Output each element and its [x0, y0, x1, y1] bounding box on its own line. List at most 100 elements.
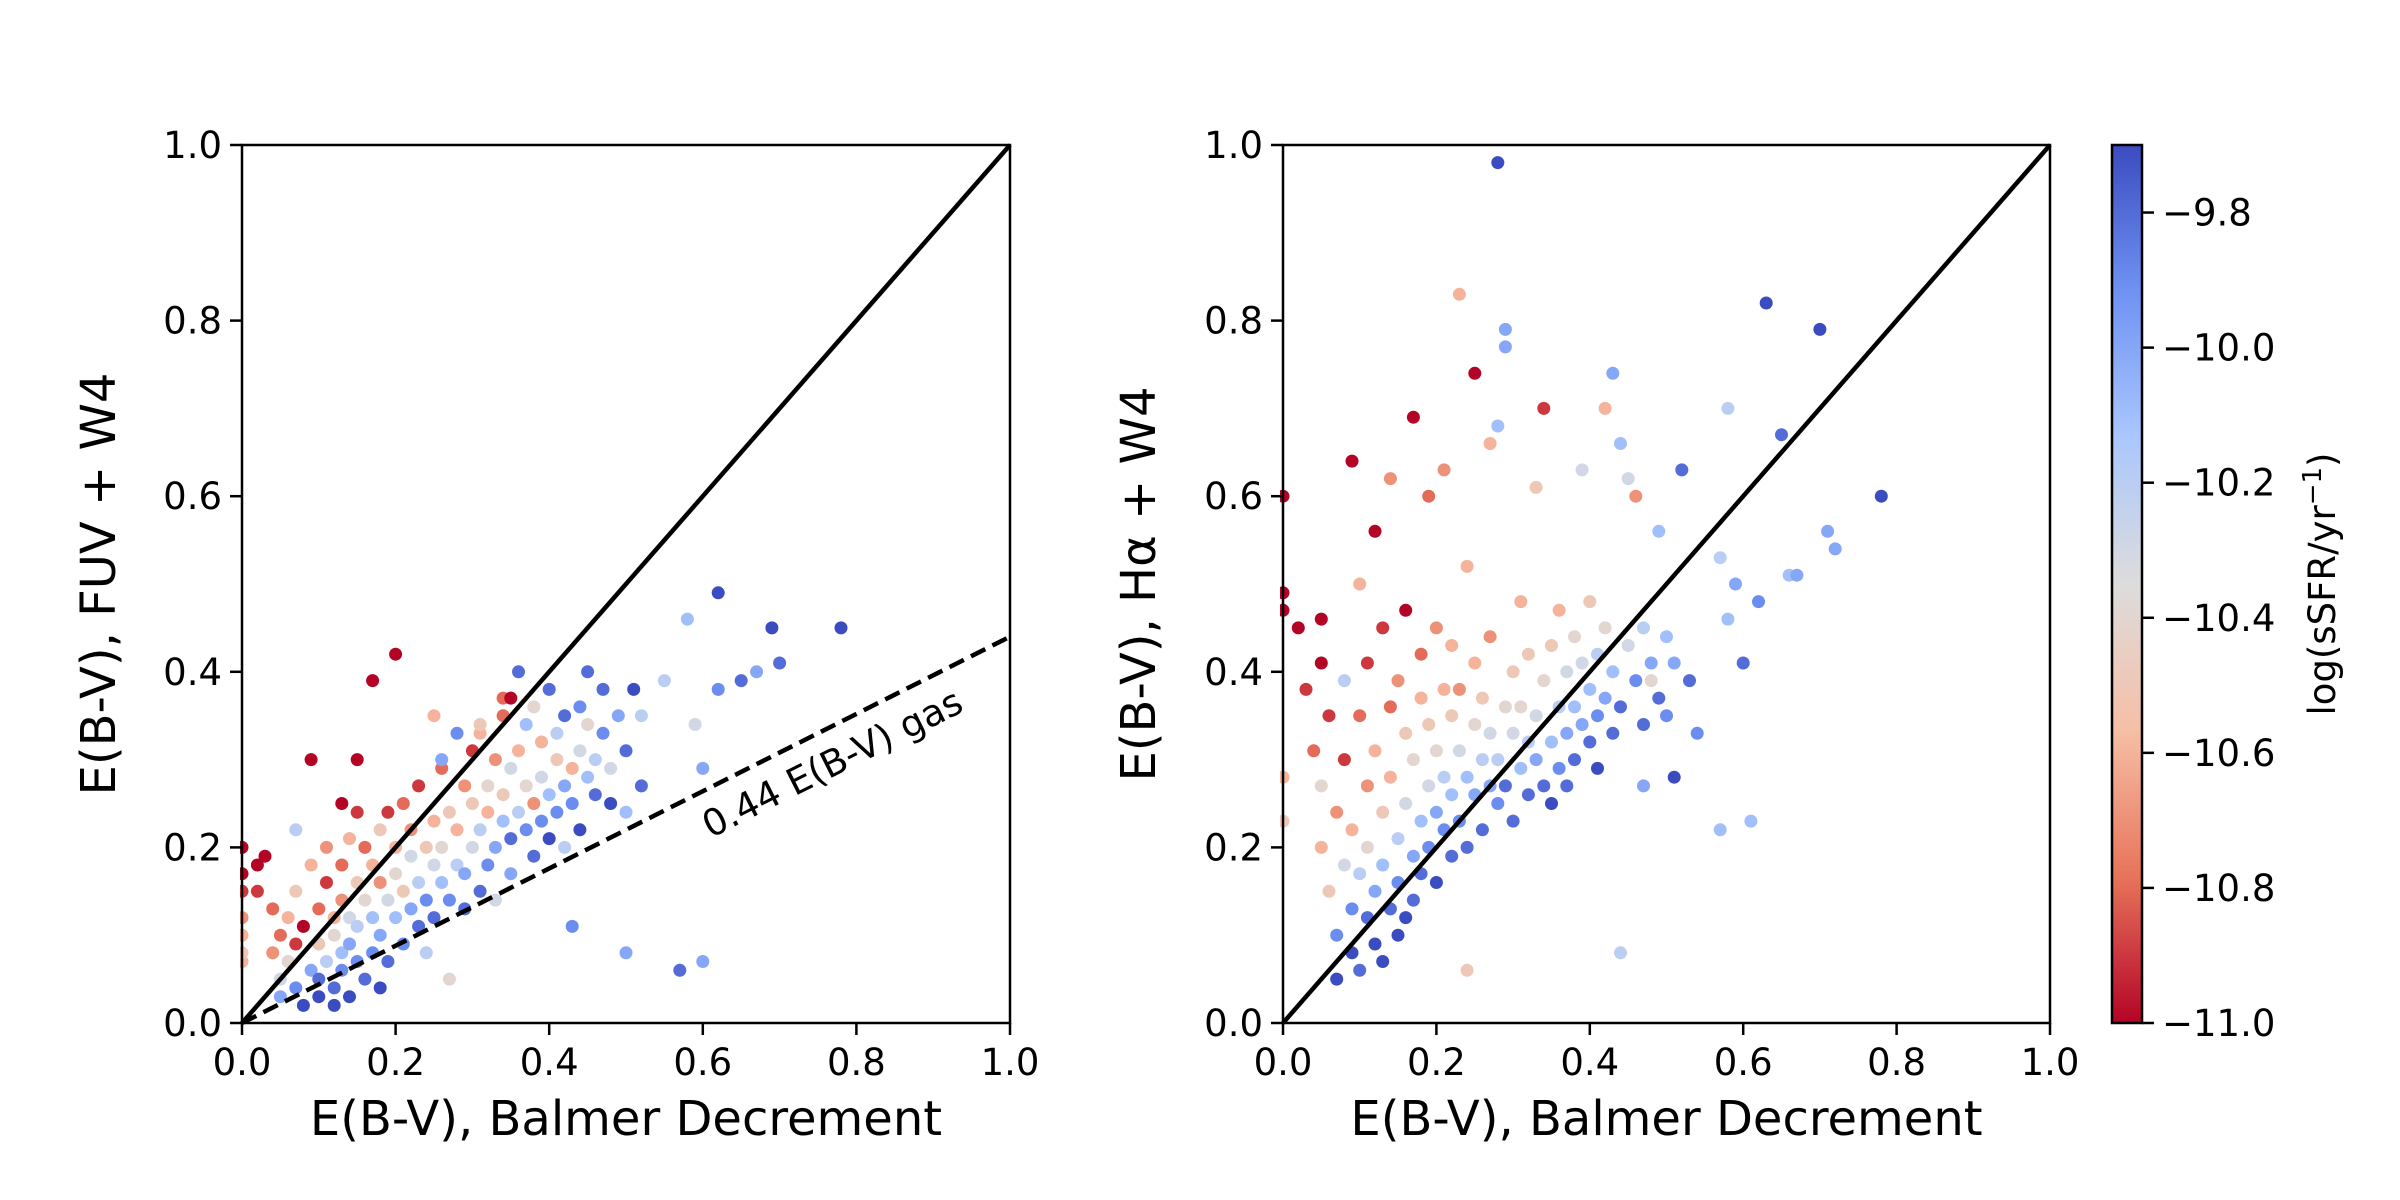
- left-point: [296, 998, 310, 1012]
- left-point: [289, 823, 303, 837]
- right-point: [1537, 401, 1551, 415]
- right-x-tick-label: 0.6: [1714, 1041, 1773, 1084]
- colorbar-label: log(sSFR/yr−1): [2298, 453, 2344, 716]
- right-point: [1445, 788, 1459, 802]
- right-point: [1345, 454, 1359, 468]
- right-point: [1353, 963, 1367, 977]
- right-point: [1314, 656, 1328, 670]
- right-y-tick-label: 1.0: [1204, 124, 1263, 167]
- right-point: [1307, 744, 1321, 758]
- left-x-tick-label: 0.4: [520, 1041, 579, 1084]
- right-point: [1775, 428, 1788, 442]
- right-x-tick-label: 0.0: [1254, 1041, 1313, 1084]
- left-x-axis-label: E(B-V), Balmer Decrement: [310, 1091, 942, 1147]
- right-point: [1314, 612, 1328, 626]
- right-point: [1383, 700, 1397, 714]
- left-point: [481, 805, 495, 819]
- left-point: [281, 911, 295, 925]
- right-point: [1483, 630, 1497, 644]
- left-dashed-line: [240, 634, 1012, 1026]
- right-point: [1460, 559, 1474, 573]
- right-point: [1437, 770, 1451, 784]
- right-point: [1414, 814, 1428, 828]
- left-point: [519, 718, 533, 731]
- right-y-tick-label: 0.2: [1204, 826, 1263, 869]
- left-y-tick-label: 0.2: [163, 826, 222, 869]
- left-points: [240, 586, 848, 1012]
- right-point: [1414, 647, 1428, 661]
- right-point: [1660, 630, 1673, 644]
- left-point: [611, 709, 625, 723]
- left-point: [404, 849, 418, 863]
- right-point: [1598, 401, 1612, 415]
- right-point: [1614, 700, 1627, 714]
- left-point: [435, 753, 449, 767]
- right-point: [1475, 753, 1489, 767]
- right-point: [1606, 726, 1620, 740]
- right-point: [1452, 682, 1466, 696]
- left-point: [289, 884, 303, 898]
- left-point: [473, 884, 487, 898]
- left-point: [680, 612, 694, 626]
- right-point: [1422, 779, 1436, 793]
- left-point: [350, 919, 364, 933]
- right-point: [1353, 867, 1367, 881]
- left-point: [381, 955, 395, 968]
- right-point: [1498, 779, 1512, 793]
- left-point: [588, 753, 602, 767]
- right-point: [1337, 674, 1351, 688]
- left-point: [688, 718, 702, 731]
- right-point: [1376, 805, 1390, 819]
- left-point: [389, 911, 403, 925]
- left-point: [396, 884, 410, 898]
- right-point: [1498, 322, 1512, 336]
- left-point: [450, 823, 464, 837]
- right-point: [1376, 955, 1390, 968]
- right-panel: 0.0 0.2 0.4 0.6 0.8 1.0 0.0 0.2 0.4 0.6 0.8 1.0 E(B-…: [1111, 124, 2079, 1147]
- right-x-tick-label: 0.4: [1560, 1041, 1619, 1084]
- right-point: [1828, 542, 1842, 556]
- right-point: [1667, 656, 1681, 670]
- left-point: [419, 840, 433, 854]
- left-point: [442, 805, 456, 819]
- left-point: [711, 682, 725, 696]
- left-point: [504, 867, 518, 881]
- left-point: [289, 937, 303, 951]
- right-point: [1360, 840, 1374, 854]
- left-point: [519, 823, 533, 837]
- right-point: [1491, 156, 1505, 170]
- left-point: [304, 858, 318, 872]
- right-point: [1874, 489, 1888, 503]
- right-point: [1406, 849, 1420, 863]
- right-point: [1721, 401, 1735, 415]
- right-point: [1299, 682, 1313, 696]
- right-point: [1575, 463, 1589, 477]
- left-point: [320, 840, 333, 854]
- left-point: [565, 761, 579, 775]
- right-point: [1330, 805, 1344, 819]
- right-point: [1514, 761, 1528, 775]
- left-point: [419, 893, 433, 907]
- left-point: [773, 656, 787, 670]
- right-x-tick-label: 0.2: [1407, 1041, 1466, 1084]
- left-point: [312, 990, 326, 1004]
- left-point: [389, 647, 403, 661]
- left-point: [711, 586, 725, 600]
- left-point: [750, 665, 764, 679]
- left-point: [335, 797, 349, 810]
- left-point: [473, 718, 487, 731]
- right-point: [1583, 595, 1597, 609]
- left-point: [535, 735, 548, 749]
- right-point: [1560, 665, 1574, 679]
- left-point: [320, 876, 333, 889]
- left-point: [481, 858, 495, 872]
- left-point: [627, 682, 641, 696]
- right-point: [1422, 489, 1436, 503]
- left-point: [350, 753, 364, 767]
- left-point: [496, 788, 510, 802]
- left-point: [312, 972, 326, 986]
- left-point: [550, 726, 564, 740]
- left-point: [558, 779, 572, 793]
- left-point: [696, 761, 710, 775]
